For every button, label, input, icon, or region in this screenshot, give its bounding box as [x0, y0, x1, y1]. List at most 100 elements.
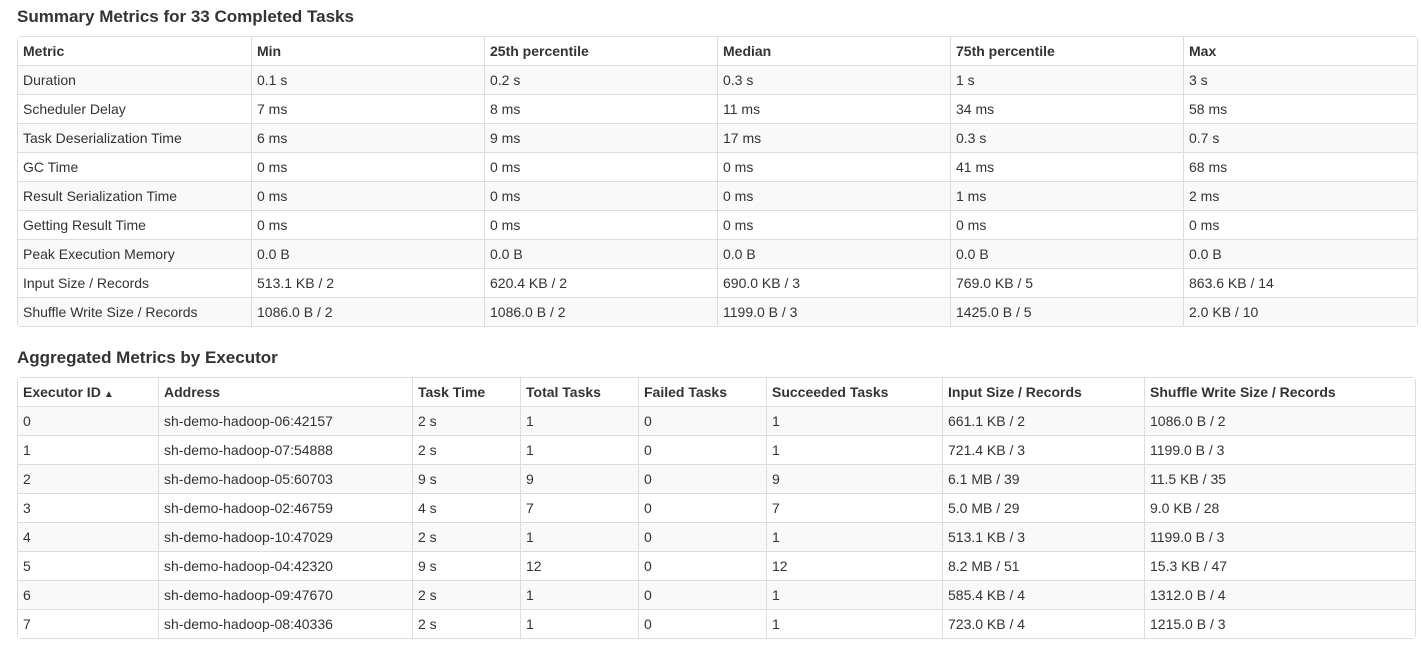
executor-header-total-tasks[interactable]: Total Tasks	[520, 378, 638, 406]
metric-name-cell: Input Size / Records	[18, 268, 251, 297]
p25-cell: 0.0 B	[484, 239, 717, 268]
summary-header-row: Metric Min 25th percentile Median 75th p…	[18, 37, 1417, 65]
summary-header-p75[interactable]: 75th percentile	[950, 37, 1183, 65]
median-cell: 0.0 B	[717, 239, 950, 268]
executor-header-failed-tasks[interactable]: Failed Tasks	[638, 378, 766, 406]
task-time-cell: 9 s	[412, 464, 520, 493]
min-cell: 0 ms	[251, 210, 484, 239]
p75-cell: 1 ms	[950, 181, 1183, 210]
total-tasks-cell: 9	[520, 464, 638, 493]
task-time-cell: 2 s	[412, 580, 520, 609]
total-tasks-cell: 7	[520, 493, 638, 522]
median-cell: 0 ms	[717, 181, 950, 210]
summary-row: GC Time 0 ms 0 ms 0 ms 41 ms 68 ms	[18, 152, 1417, 181]
address-cell: sh-demo-hadoop-07:54888	[158, 435, 412, 464]
task-time-cell: 4 s	[412, 493, 520, 522]
total-tasks-cell: 1	[520, 522, 638, 551]
p75-cell: 0.0 B	[950, 239, 1183, 268]
task-time-cell: 9 s	[412, 551, 520, 580]
p25-cell: 0 ms	[484, 210, 717, 239]
summary-row: Input Size / Records 513.1 KB / 2 620.4 KB…	[18, 268, 1417, 297]
input-size-cell: 721.4 KB / 3	[942, 435, 1144, 464]
summary-header-max[interactable]: Max	[1183, 37, 1417, 65]
summary-header-min[interactable]: Min	[251, 37, 484, 65]
p25-cell: 8 ms	[484, 94, 717, 123]
task-time-cell: 2 s	[412, 522, 520, 551]
shuffle-write-cell: 9.0 KB / 28	[1144, 493, 1415, 522]
executor-row: 0 sh-demo-hadoop-06:42157 2 s 1 0 1 661.1 KB /…	[18, 406, 1415, 435]
min-cell: 0 ms	[251, 152, 484, 181]
shuffle-write-cell: 1312.0 B / 4	[1144, 580, 1415, 609]
metric-name-cell: Peak Execution Memory	[18, 239, 251, 268]
executor-row: 3 sh-demo-hadoop-02:46759 4 s 7 0 7 5.0 MB / 2…	[18, 493, 1415, 522]
executor-header-shuffle-write[interactable]: Shuffle Write Size / Records	[1144, 378, 1415, 406]
succeeded-tasks-cell: 9	[766, 464, 942, 493]
p25-cell: 0 ms	[484, 152, 717, 181]
failed-tasks-cell: 0	[638, 493, 766, 522]
executor-metrics-table: Executor ID ▲ Address Task Time Total Tas…	[17, 377, 1416, 639]
executor-header-id-label: Executor ID	[23, 384, 101, 400]
executor-header-address[interactable]: Address	[158, 378, 412, 406]
task-time-cell: 2 s	[412, 406, 520, 435]
executor-id-cell: 1	[18, 435, 158, 464]
metric-name-cell: GC Time	[18, 152, 251, 181]
max-cell: 0.7 s	[1183, 123, 1417, 152]
address-cell: sh-demo-hadoop-09:47670	[158, 580, 412, 609]
min-cell: 0.0 B	[251, 239, 484, 268]
min-cell: 1086.0 B / 2	[251, 297, 484, 326]
summary-row: Shuffle Write Size / Records 1086.0 B / 2…	[18, 297, 1417, 326]
shuffle-write-cell: 11.5 KB / 35	[1144, 464, 1415, 493]
p25-cell: 620.4 KB / 2	[484, 268, 717, 297]
executor-id-cell: 7	[18, 609, 158, 638]
metric-name-cell: Getting Result Time	[18, 210, 251, 239]
min-cell: 513.1 KB / 2	[251, 268, 484, 297]
max-cell: 0 ms	[1183, 210, 1417, 239]
median-cell: 0 ms	[717, 210, 950, 239]
executor-header-id[interactable]: Executor ID ▲	[18, 378, 158, 406]
succeeded-tasks-cell: 1	[766, 580, 942, 609]
metric-name-cell: Scheduler Delay	[18, 94, 251, 123]
address-cell: sh-demo-hadoop-04:42320	[158, 551, 412, 580]
address-cell: sh-demo-hadoop-02:46759	[158, 493, 412, 522]
failed-tasks-cell: 0	[638, 551, 766, 580]
summary-metrics-table: Metric Min 25th percentile Median 75th p…	[17, 36, 1418, 327]
input-size-cell: 6.1 MB / 39	[942, 464, 1144, 493]
p75-cell: 0.3 s	[950, 123, 1183, 152]
succeeded-tasks-cell: 12	[766, 551, 942, 580]
address-cell: sh-demo-hadoop-06:42157	[158, 406, 412, 435]
executor-row: 1 sh-demo-hadoop-07:54888 2 s 1 0 1 721.4 KB /…	[18, 435, 1415, 464]
p25-cell: 1086.0 B / 2	[484, 297, 717, 326]
p75-cell: 0 ms	[950, 210, 1183, 239]
median-cell: 0 ms	[717, 152, 950, 181]
input-size-cell: 585.4 KB / 4	[942, 580, 1144, 609]
summary-header-p25[interactable]: 25th percentile	[484, 37, 717, 65]
task-time-cell: 2 s	[412, 435, 520, 464]
failed-tasks-cell: 0	[638, 435, 766, 464]
min-cell: 0.1 s	[251, 65, 484, 94]
shuffle-write-cell: 1199.0 B / 3	[1144, 522, 1415, 551]
summary-row: Peak Execution Memory 0.0 B 0.0 B 0.0 B 0.0 …	[18, 239, 1417, 268]
executor-id-cell: 3	[18, 493, 158, 522]
p75-cell: 34 ms	[950, 94, 1183, 123]
max-cell: 3 s	[1183, 65, 1417, 94]
total-tasks-cell: 12	[520, 551, 638, 580]
input-size-cell: 723.0 KB / 4	[942, 609, 1144, 638]
executor-header-task-time[interactable]: Task Time	[412, 378, 520, 406]
failed-tasks-cell: 0	[638, 522, 766, 551]
max-cell: 58 ms	[1183, 94, 1417, 123]
total-tasks-cell: 1	[520, 580, 638, 609]
p75-cell: 1425.0 B / 5	[950, 297, 1183, 326]
summary-header-metric[interactable]: Metric	[18, 37, 251, 65]
executor-id-cell: 2	[18, 464, 158, 493]
executor-header-succeeded-tasks[interactable]: Succeeded Tasks	[766, 378, 942, 406]
median-cell: 690.0 KB / 3	[717, 268, 950, 297]
total-tasks-cell: 1	[520, 609, 638, 638]
summary-header-median[interactable]: Median	[717, 37, 950, 65]
input-size-cell: 513.1 KB / 3	[942, 522, 1144, 551]
median-cell: 11 ms	[717, 94, 950, 123]
succeeded-tasks-cell: 1	[766, 609, 942, 638]
p25-cell: 0.2 s	[484, 65, 717, 94]
executor-header-input-size[interactable]: Input Size / Records	[942, 378, 1144, 406]
summary-row: Task Deserialization Time 6 ms 9 ms 17 ms 0.…	[18, 123, 1417, 152]
median-cell: 0.3 s	[717, 65, 950, 94]
